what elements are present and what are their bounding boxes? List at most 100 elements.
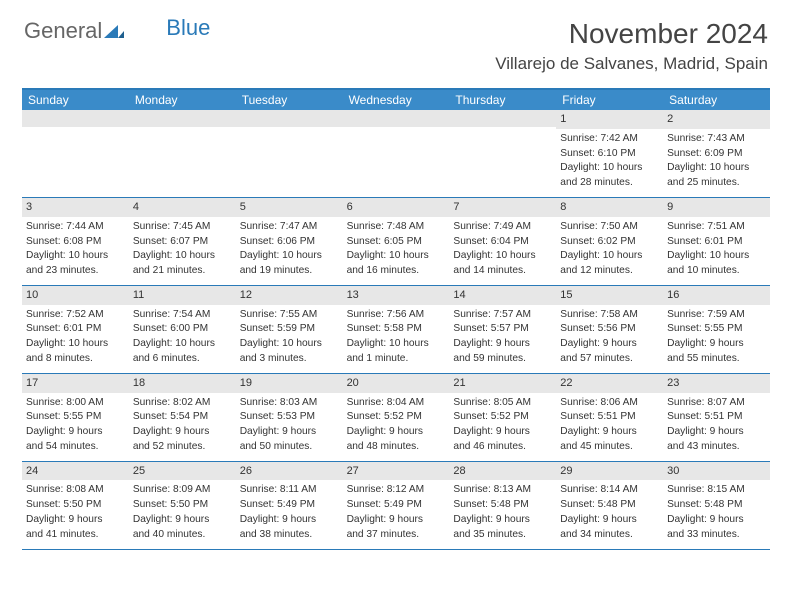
day-cell: 7Sunrise: 7:49 AMSunset: 6:04 PMDaylight… (449, 198, 556, 285)
day-number (236, 110, 343, 127)
sunset-text: Sunset: 5:58 PM (347, 322, 446, 336)
sunset-text: Sunset: 6:10 PM (560, 147, 659, 161)
sunrise-text: Sunrise: 8:06 AM (560, 396, 659, 410)
day-number (129, 110, 236, 127)
day-number: 3 (22, 198, 129, 217)
daylight-text: and 34 minutes. (560, 528, 659, 542)
daylight-text: Daylight: 10 hours (453, 249, 552, 263)
sunset-text: Sunset: 5:48 PM (667, 498, 766, 512)
sunset-text: Sunset: 5:52 PM (453, 410, 552, 424)
day-cell: 23Sunrise: 8:07 AMSunset: 5:51 PMDayligh… (663, 374, 770, 461)
daylight-text: Daylight: 9 hours (26, 513, 125, 527)
sunset-text: Sunset: 5:51 PM (560, 410, 659, 424)
sunset-text: Sunset: 6:09 PM (667, 147, 766, 161)
day-number: 29 (556, 462, 663, 481)
sunrise-text: Sunrise: 8:09 AM (133, 483, 232, 497)
day-cell (22, 110, 129, 197)
location: Villarejo de Salvanes, Madrid, Spain (495, 54, 768, 74)
daylight-text: and 54 minutes. (26, 440, 125, 454)
daylight-text: and 46 minutes. (453, 440, 552, 454)
day-cell: 17Sunrise: 8:00 AMSunset: 5:55 PMDayligh… (22, 374, 129, 461)
daylight-text: Daylight: 9 hours (240, 425, 339, 439)
sunset-text: Sunset: 5:52 PM (347, 410, 446, 424)
sunrise-text: Sunrise: 7:50 AM (560, 220, 659, 234)
sunset-text: Sunset: 5:59 PM (240, 322, 339, 336)
daylight-text: Daylight: 10 hours (240, 249, 339, 263)
day-number: 19 (236, 374, 343, 393)
day-cell: 24 Sunrise: 8:08 AMSunset: 5:50 PMDayligh… (22, 462, 129, 549)
day-number: 11 (129, 286, 236, 305)
day-cell: 2Sunrise: 7:43 AMSunset: 6:09 PMDaylight… (663, 110, 770, 197)
daylight-text: Daylight: 9 hours (560, 337, 659, 351)
weeks-container: 1Sunrise: 7:42 AMSunset: 6:10 PMDaylight… (22, 110, 770, 550)
daylight-text: Daylight: 9 hours (560, 425, 659, 439)
day-cell: 19Sunrise: 8:03 AMSunset: 5:53 PMDayligh… (236, 374, 343, 461)
day-number: 27 (343, 462, 450, 481)
day-number: 5 (236, 198, 343, 217)
daylight-text: and 25 minutes. (667, 176, 766, 190)
daylight-text: and 14 minutes. (453, 264, 552, 278)
daylight-text: Daylight: 9 hours (347, 513, 446, 527)
sunrise-text: Sunrise: 8:08 AM (26, 483, 125, 497)
day-number: 10 (22, 286, 129, 305)
logo-text-1: General (24, 18, 102, 44)
weekday-header: Tuesday (236, 90, 343, 110)
daylight-text: Daylight: 9 hours (133, 513, 232, 527)
sunset-text: Sunset: 5:54 PM (133, 410, 232, 424)
daylight-text: and 59 minutes. (453, 352, 552, 366)
daylight-text: Daylight: 9 hours (133, 425, 232, 439)
day-cell: 11Sunrise: 7:54 AMSunset: 6:00 PMDayligh… (129, 286, 236, 373)
day-number: 21 (449, 374, 556, 393)
sunrise-text: Sunrise: 7:52 AM (26, 308, 125, 322)
day-cell: 22Sunrise: 8:06 AMSunset: 5:51 PMDayligh… (556, 374, 663, 461)
daylight-text: and 48 minutes. (347, 440, 446, 454)
day-cell: 28Sunrise: 8:13 AMSunset: 5:48 PMDayligh… (449, 462, 556, 549)
sunset-text: Sunset: 5:48 PM (453, 498, 552, 512)
daylight-text: and 37 minutes. (347, 528, 446, 542)
sunrise-text: Sunrise: 8:13 AM (453, 483, 552, 497)
sunrise-text: Sunrise: 8:05 AM (453, 396, 552, 410)
daylight-text: Daylight: 9 hours (26, 425, 125, 439)
sunset-text: Sunset: 5:48 PM (560, 498, 659, 512)
day-number: 24 (22, 462, 129, 481)
day-number: 16 (663, 286, 770, 305)
day-cell: 8Sunrise: 7:50 AMSunset: 6:02 PMDaylight… (556, 198, 663, 285)
daylight-text: Daylight: 9 hours (667, 337, 766, 351)
day-cell (449, 110, 556, 197)
day-number: 8 (556, 198, 663, 217)
day-number (343, 110, 450, 127)
day-cell: 18Sunrise: 8:02 AMSunset: 5:54 PMDayligh… (129, 374, 236, 461)
sunset-text: Sunset: 6:06 PM (240, 235, 339, 249)
sunset-text: Sunset: 5:55 PM (26, 410, 125, 424)
sunrise-text: Sunrise: 8:12 AM (347, 483, 446, 497)
day-number: 18 (129, 374, 236, 393)
daylight-text: and 57 minutes. (560, 352, 659, 366)
daylight-text: Daylight: 9 hours (453, 337, 552, 351)
week-row: 24Sunrise: 8:08 AMSunset: 5:50 PMDayligh… (22, 462, 770, 550)
daylight-text: Daylight: 10 hours (133, 249, 232, 263)
sunset-text: Sunset: 5:50 PM (26, 498, 125, 512)
week-row: 3Sunrise: 7:44 AMSunset: 6:08 PMDaylight… (22, 198, 770, 286)
daylight-text: and 38 minutes. (240, 528, 339, 542)
daylight-text: and 55 minutes. (667, 352, 766, 366)
daylight-text: and 6 minutes. (133, 352, 232, 366)
daylight-text: and 10 minutes. (667, 264, 766, 278)
sunset-text: Sunset: 5:49 PM (347, 498, 446, 512)
daylight-text: Daylight: 9 hours (240, 513, 339, 527)
day-number: 28 (449, 462, 556, 481)
sunrise-text: Sunrise: 7:51 AM (667, 220, 766, 234)
daylight-text: and 35 minutes. (453, 528, 552, 542)
weekday-header: Wednesday (343, 90, 450, 110)
sunset-text: Sunset: 5:50 PM (133, 498, 232, 512)
daylight-text: Daylight: 9 hours (667, 425, 766, 439)
sunrise-text: Sunrise: 7:47 AM (240, 220, 339, 234)
day-cell: 12Sunrise: 7:55 AMSunset: 5:59 PMDayligh… (236, 286, 343, 373)
day-cell: 10Sunrise: 7:52 AMSunset: 6:01 PMDayligh… (22, 286, 129, 373)
daylight-text: Daylight: 10 hours (667, 249, 766, 263)
daylight-text: and 40 minutes. (133, 528, 232, 542)
day-number: 26 (236, 462, 343, 481)
day-number: 13 (343, 286, 450, 305)
sunrise-text: Sunrise: 7:58 AM (560, 308, 659, 322)
daylight-text: Daylight: 9 hours (453, 425, 552, 439)
day-cell: 20Sunrise: 8:04 AMSunset: 5:52 PMDayligh… (343, 374, 450, 461)
